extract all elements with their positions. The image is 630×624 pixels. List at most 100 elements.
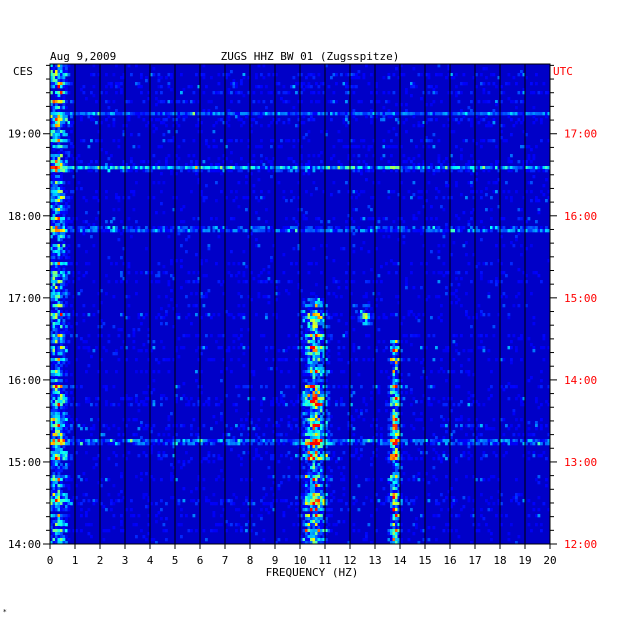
spectrogram-cell (412, 181, 416, 185)
spectrogram-cell (55, 118, 58, 122)
spectrogram-cell (432, 91, 436, 95)
spectrogram-cell (242, 304, 246, 308)
spectrogram-cell (392, 91, 396, 95)
spectrogram-cell (325, 451, 328, 455)
spectrogram-cell (317, 430, 321, 434)
spectrogram-cell (390, 373, 393, 377)
spectrogram-cell (462, 166, 466, 170)
spectrogram-cell (362, 313, 366, 317)
spectrogram-cell (337, 160, 341, 164)
spectrogram-cell (315, 322, 318, 326)
spectrogram-cell (202, 304, 206, 308)
spectrogram-cell (245, 385, 248, 389)
spectrogram-cell (52, 124, 56, 128)
spectrogram-cell (492, 139, 496, 143)
spectrogram-cell (172, 445, 176, 449)
spectrogram-cell (522, 454, 526, 458)
spectrogram-cell (322, 190, 326, 194)
spectrogram-cell (305, 352, 308, 356)
spectrogram-cell (52, 322, 56, 326)
spectrogram-cell (535, 400, 538, 404)
spectrogram-cell (500, 130, 503, 134)
spectrogram-cell (65, 82, 68, 86)
spectrogram-cell (55, 112, 58, 116)
spectrogram-cell (280, 418, 283, 422)
spectrogram-cell (502, 439, 506, 443)
spectrogram-cell (232, 79, 236, 83)
spectrogram-cell (247, 112, 251, 116)
spectrogram-cell (375, 427, 378, 431)
spectrogram-cell (470, 121, 473, 125)
spectrogram-cell (195, 349, 198, 353)
spectrogram-cell (512, 442, 516, 446)
spectrogram-cell (65, 112, 68, 116)
spectrogram-cell (322, 322, 326, 326)
spectrogram-cell (240, 424, 243, 428)
spectrogram-cell (207, 400, 211, 404)
spectrogram-cell (82, 304, 86, 308)
spectrogram-cell (425, 451, 428, 455)
spectrogram-cell (395, 427, 398, 431)
spectrogram-cell (185, 439, 188, 443)
spectrogram-cell (410, 388, 413, 392)
spectrogram-cell (430, 316, 433, 320)
spectrogram-cell (480, 313, 483, 317)
spectrogram-cell (462, 451, 466, 455)
spectrogram-cell (55, 454, 58, 458)
spectrogram-cell (327, 292, 331, 296)
spectrogram-cell (87, 346, 91, 350)
spectrogram-cell (60, 388, 63, 392)
spectrogram-cell (65, 400, 68, 404)
spectrogram-cell (535, 118, 538, 122)
spectrogram-cell (197, 427, 201, 431)
spectrogram-cell (57, 439, 61, 443)
spectrogram-cell (132, 193, 136, 197)
spectrogram-cell (485, 454, 488, 458)
spectrogram-cell (307, 130, 311, 134)
spectrogram-cell (65, 115, 68, 119)
spectrogram-cell (392, 415, 396, 419)
spectrogram-cell (392, 445, 396, 449)
spectrogram-cell (145, 370, 148, 374)
spectrogram-cell (50, 439, 53, 443)
spectrogram-cell (52, 85, 56, 89)
spectrogram-cell (235, 91, 238, 95)
spectrogram-cell (435, 187, 438, 191)
spectrogram-cell (320, 355, 323, 359)
spectrogram-cell (322, 397, 326, 401)
spectrogram-cell (462, 211, 466, 215)
spectrogram-cell (70, 373, 73, 377)
spectrogram-cell (52, 67, 56, 71)
spectrogram-cell (62, 229, 66, 233)
spectrogram-cell (442, 160, 446, 164)
spectrogram-cell (292, 385, 296, 389)
spectrogram-cell (62, 289, 66, 293)
spectrogram-cell (117, 85, 121, 89)
spectrogram-cell (410, 439, 413, 443)
spectrogram-cell (55, 229, 58, 233)
spectrogram-cell (62, 409, 66, 413)
spectrogram-cell (187, 334, 191, 338)
spectrogram-cell (362, 319, 366, 323)
spectrogram-cell (50, 79, 53, 83)
spectrogram-cell (200, 346, 203, 350)
spectrogram-cell (377, 388, 381, 392)
spectrogram-cell (450, 370, 453, 374)
spectrogram-cell (55, 175, 58, 179)
spectrogram-cell (302, 352, 306, 356)
spectrogram-cell (242, 316, 246, 320)
spectrogram-cell (377, 391, 381, 395)
spectrogram-cell (172, 112, 176, 116)
spectrogram-cell (50, 193, 53, 197)
spectrogram-cell (405, 118, 408, 122)
spectrogram-cell (325, 442, 328, 446)
spectrogram-cell (62, 181, 66, 185)
chart-title: ZUGS HHZ BW 01 (Zugsspitze) (221, 50, 400, 63)
spectrogram-cell (147, 439, 151, 443)
spectrogram-cell (315, 316, 318, 320)
spectrogram-cell (132, 331, 136, 335)
spectrogram-cell (142, 160, 146, 164)
spectrogram-cell (310, 367, 313, 371)
spectrogram-cell (260, 85, 263, 89)
spectrogram-cell (50, 400, 53, 404)
